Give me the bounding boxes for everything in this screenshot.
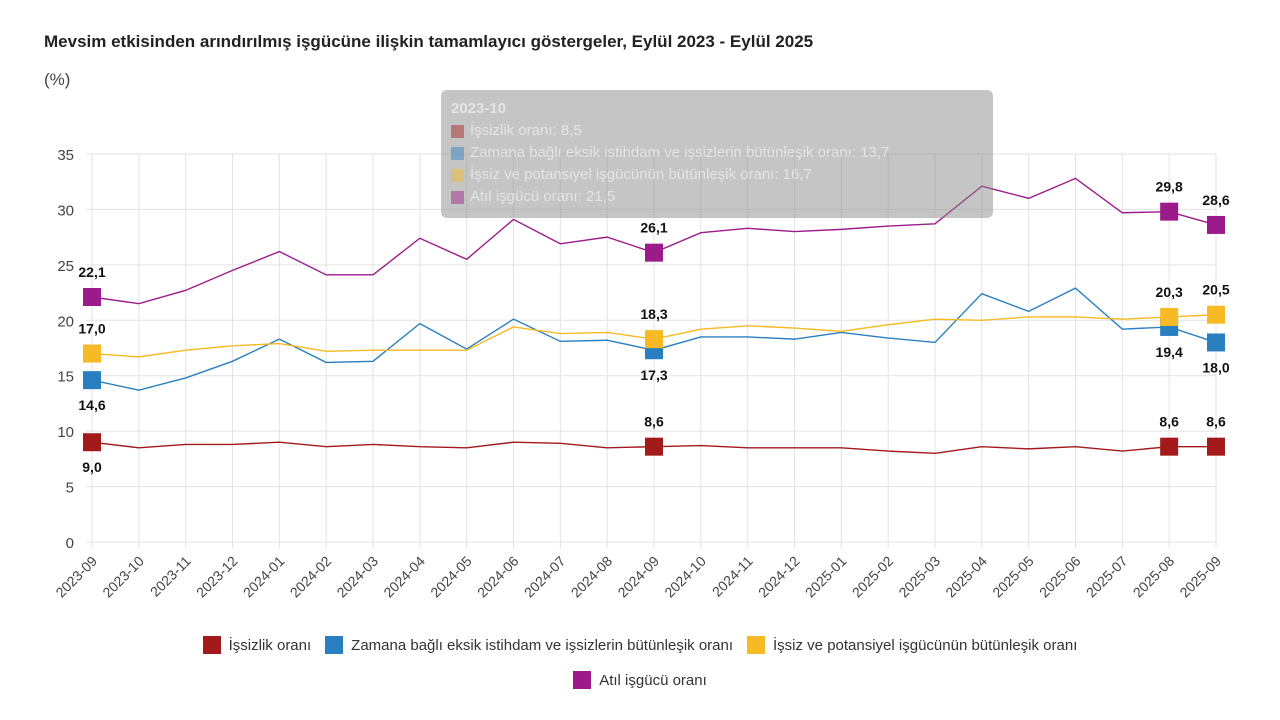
x-tick-label: 2024-03	[333, 553, 381, 601]
x-tick-label: 2024-11	[709, 553, 756, 600]
x-tick-label: 2025-03	[895, 553, 943, 601]
x-tick-label: 2024-12	[755, 553, 803, 601]
x-tick-label: 2024-01	[240, 553, 288, 601]
x-tick-label: 2025-02	[849, 553, 897, 601]
data-label: 18,0	[1202, 359, 1229, 375]
y-tick-label: 25	[57, 258, 74, 275]
x-tick-label: 2023-09	[52, 553, 100, 601]
data-point-marker	[83, 371, 101, 390]
legend-swatch	[202, 636, 221, 654]
legend-label: Zamana bağlı eksik istihdam ve işsizleri…	[351, 636, 734, 654]
legend-item-issizlik[interactable]: İşsizlik oranı	[202, 636, 312, 654]
data-point-marker	[645, 330, 663, 349]
x-tick-label: 2024-07	[521, 553, 569, 601]
data-point-marker	[83, 433, 101, 452]
y-tick-label: 15	[57, 369, 74, 386]
y-tick-label: 30	[57, 202, 74, 219]
x-tick-label: 2025-05	[989, 553, 1037, 601]
tooltip-title: 2023-10	[451, 100, 507, 117]
x-tick-label: 2025-09	[1176, 553, 1224, 601]
data-label: 20,5	[1202, 282, 1229, 298]
legend-label: Atıl işgücü oranı	[599, 671, 707, 689]
data-point-marker	[1207, 437, 1225, 456]
tooltip-row: Atıl işgücü oranı: 21,5	[470, 188, 616, 205]
x-tick-label: 2023-11	[147, 553, 194, 600]
x-tick-label: 2025-08	[1130, 553, 1178, 601]
y-tick-label: 5	[66, 480, 74, 497]
legend-swatch	[325, 636, 344, 654]
data-label: 9,0	[82, 459, 102, 475]
legend-item-atil[interactable]: Atıl işgücü oranı	[573, 671, 707, 689]
x-tick-label: 2024-06	[474, 553, 522, 601]
tooltip-row: İşsizlik oranı: 8,5	[470, 122, 582, 139]
x-tick-label: 2024-02	[287, 553, 335, 601]
data-point-marker	[645, 243, 663, 262]
data-label: 17,3	[640, 367, 667, 383]
tooltip-swatch	[451, 168, 464, 182]
legend-label: İşsizlik oranı	[228, 636, 312, 654]
x-tick-label: 2024-05	[427, 553, 475, 601]
y-tick-label: 0	[66, 535, 74, 552]
data-point-marker	[1207, 333, 1225, 352]
legend-swatch	[747, 636, 766, 654]
y-tick-label: 10	[57, 424, 74, 441]
x-tick-label: 2025-06	[1036, 553, 1084, 601]
data-label: 19,4	[1156, 344, 1183, 360]
legend-item-potansiyel[interactable]: İşsiz ve potansiyel işgücünün bütünleşik…	[747, 636, 1077, 654]
legend-swatch	[573, 671, 592, 689]
data-point-marker	[645, 437, 663, 456]
data-point-marker	[1207, 305, 1225, 324]
chart-title: Mevsim etkisinden arındırılmış işgücüne …	[44, 32, 814, 51]
x-tick-label: 2024-10	[661, 553, 709, 601]
data-label: 18,3	[640, 306, 667, 322]
data-point-marker	[1160, 437, 1179, 456]
x-tick-label: 2023-10	[99, 553, 147, 601]
data-label: 8,6	[1159, 414, 1179, 430]
unit-label: (%)	[44, 70, 71, 89]
x-tick-label: 2025-04	[942, 553, 990, 601]
tooltip-row: Zamana bağlı eksik istihdam ve işsizleri…	[470, 144, 890, 161]
tooltip-swatch	[451, 190, 464, 204]
tooltip-swatch	[451, 124, 464, 138]
data-label: 29,8	[1156, 179, 1183, 195]
x-tick-label: 2024-04	[380, 553, 428, 601]
data-label: 8,6	[644, 414, 664, 430]
data-label: 14,6	[78, 397, 105, 413]
legend-row-1: İşsizlik oranı Zamana bağlı eksik istihd…	[0, 636, 1280, 654]
data-label: 8,6	[1206, 414, 1226, 430]
x-tick-label: 2024-08	[568, 553, 616, 601]
data-label: 20,3	[1156, 284, 1183, 300]
x-tick-label: 2023-12	[193, 553, 241, 601]
data-label: 26,1	[640, 220, 667, 236]
tooltip-row: İşsiz ve potansiyel işgücünün bütünleşik…	[470, 166, 812, 183]
legend-row-2: Atıl işgücü oranı	[0, 671, 1280, 689]
x-tick-label: 2025-07	[1083, 553, 1131, 601]
y-tick-label: 35	[57, 147, 74, 164]
legend-item-zamana-bagli[interactable]: Zamana bağlı eksik istihdam ve işsizleri…	[325, 636, 733, 654]
legend-label: İşsiz ve potansiyel işgücünün bütünleşik…	[773, 636, 1078, 654]
x-tick-label: 2025-01	[802, 553, 850, 601]
data-point-marker	[1160, 202, 1179, 221]
data-label: 28,6	[1202, 192, 1229, 208]
x-tick-label: 2024-09	[614, 553, 662, 601]
data-point-marker	[1160, 307, 1179, 326]
tooltip: 2023-10 İşsizlik oranı: 8,5 Zamana bağlı…	[441, 90, 993, 218]
y-tick-label: 20	[57, 313, 74, 330]
data-label: 17,0	[78, 321, 105, 337]
data-point-marker	[1207, 215, 1225, 234]
data-label: 22,1	[78, 264, 105, 280]
data-point-marker	[83, 344, 101, 363]
data-point-marker	[83, 288, 101, 307]
tooltip-swatch	[451, 146, 464, 160]
